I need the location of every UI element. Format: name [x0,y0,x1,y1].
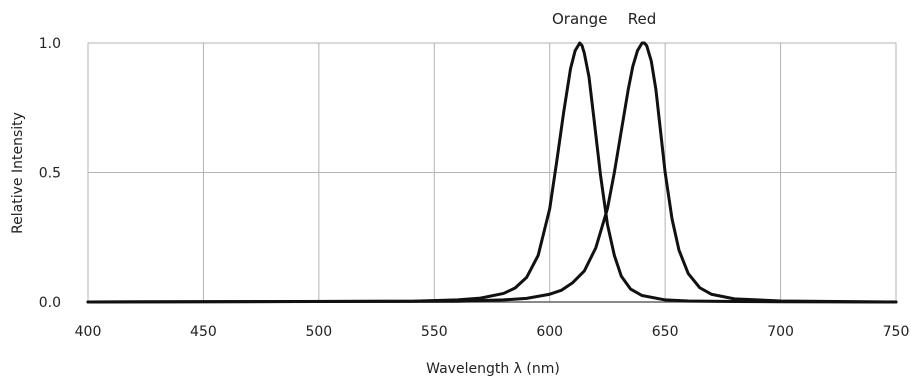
y-tick-labels: 0.0 0.5 1.0 [39,36,61,311]
x-axis-title: Wavelength λ (nm) [426,361,560,377]
x-tick-label: 450 [190,324,217,340]
y-tick-label: 1.0 [39,36,61,52]
series-lines [86,41,898,304]
x-tick-label: 650 [652,324,679,340]
x-tick-label: 700 [767,324,794,340]
x-tick-label: 550 [421,324,448,340]
y-tick-label: 0.5 [39,166,61,182]
x-tick-label: 500 [305,324,332,340]
x-tick-label: 750 [883,324,910,340]
grid [88,43,896,302]
y-axis-title: Relative Intensity [10,112,26,234]
series-line-red [86,41,898,304]
x-tick-label: 600 [536,324,563,340]
series-line-orange [86,41,898,304]
x-tick-label: 400 [75,324,102,340]
y-tick-label: 0.0 [39,295,61,311]
series-labels: Orange Red [552,10,656,28]
series-label-orange: Orange [552,10,607,28]
series-label-red: Red [628,10,657,28]
x-tick-labels: 400 450 500 550 600 650 700 750 [75,324,910,340]
